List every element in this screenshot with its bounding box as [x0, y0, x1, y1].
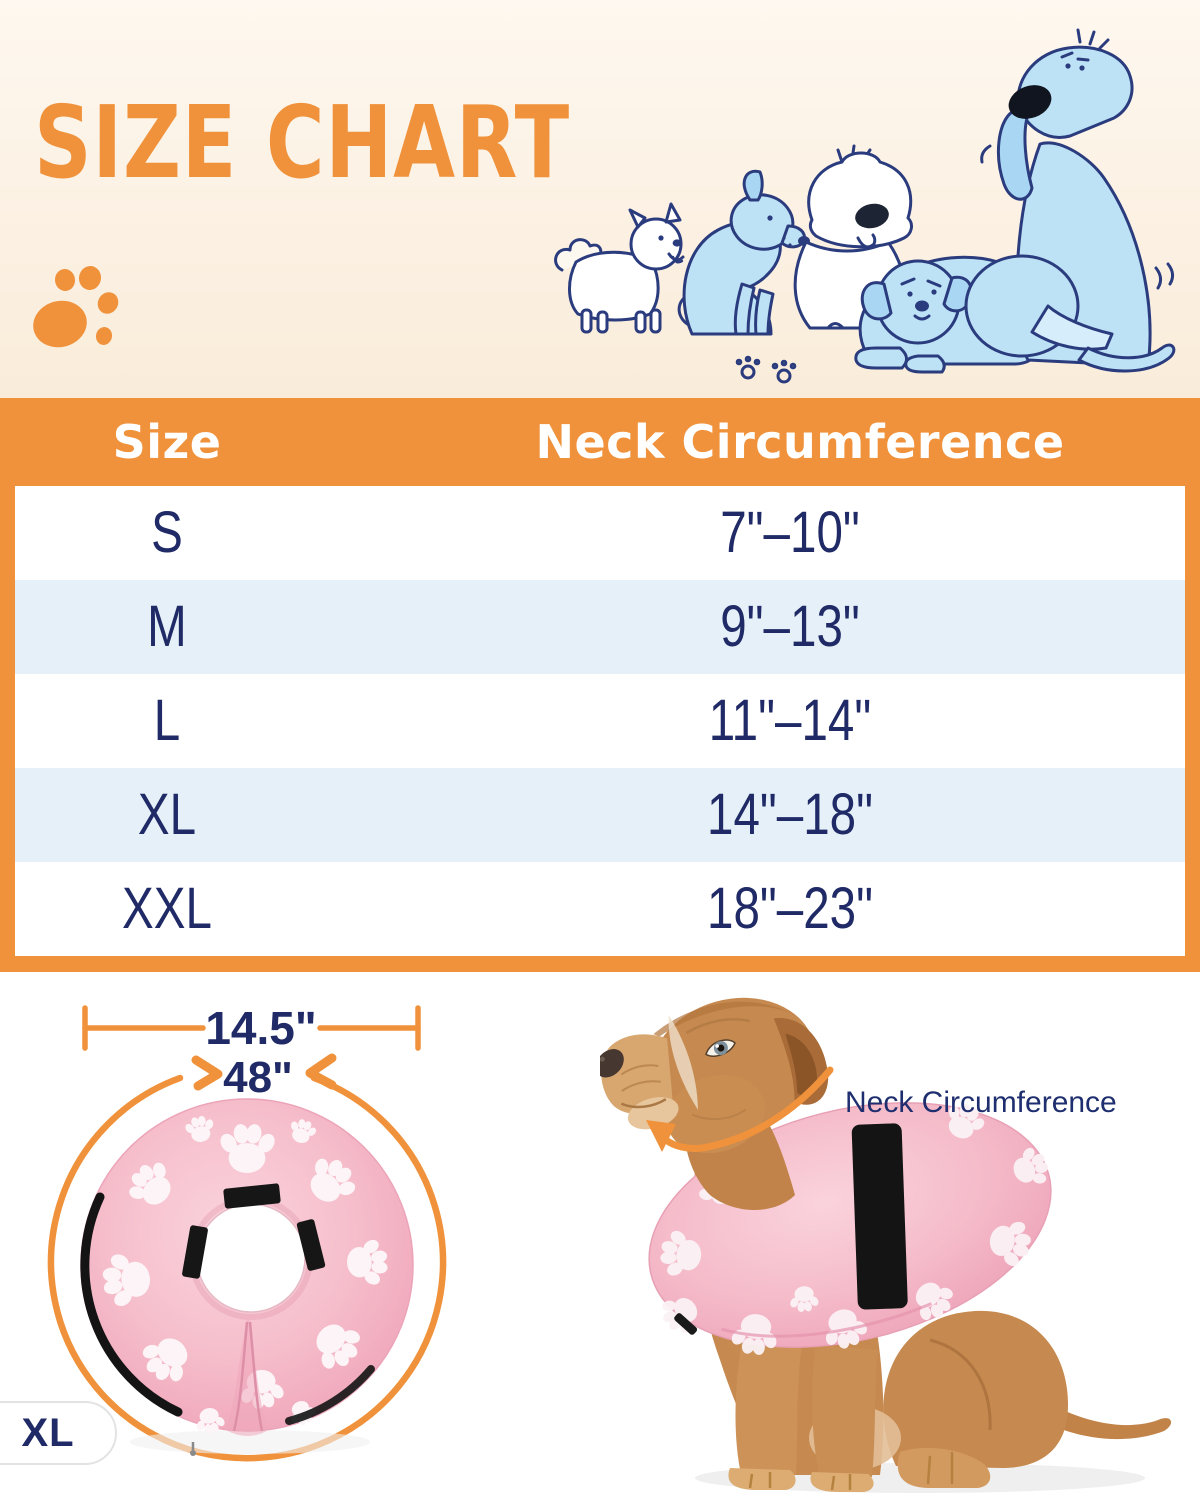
page-title: SIZE CHART — [34, 84, 571, 201]
worn-collar-strap — [851, 1123, 908, 1310]
collar-strap — [80, 1192, 183, 1417]
collar-product-image — [80, 1098, 414, 1456]
dog-eye — [705, 1039, 736, 1057]
neck-cell: 7"–10" — [720, 500, 860, 565]
table-row: M 9"–13" — [15, 580, 1185, 674]
dog-sitting-blue — [677, 169, 810, 336]
velcro-tabs — [182, 1183, 326, 1279]
girth-dimension-arc — [47, 1074, 447, 1462]
width-dimension-line — [82, 1005, 421, 1051]
paw-doodles — [735, 355, 797, 384]
dog-head — [600, 997, 829, 1154]
bottom-section: 14.5" 48" — [0, 972, 1200, 1500]
size-table: Size Neck Circumference S 7"–10" M 9"–13… — [0, 398, 1200, 972]
column-header-size: Size — [112, 415, 222, 469]
neck-cell: 9"–13" — [720, 594, 860, 659]
table-header: Size Neck Circumference — [0, 398, 1200, 486]
zipper-pull — [190, 1450, 196, 1456]
neck-cell: 11"–14" — [708, 688, 872, 753]
dog-photo — [600, 997, 1172, 1493]
neck-cell: 18"–23" — [706, 876, 874, 941]
table-row: XXL 18"–23" — [15, 862, 1185, 956]
table-row: L 11"–14" — [15, 674, 1185, 768]
size-badge: XL — [0, 1401, 117, 1465]
paw-icon — [33, 266, 119, 348]
width-dimension-label: 14.5" — [205, 1002, 316, 1054]
column-header-neck-circumference: Neck Circumference — [535, 415, 1065, 469]
neck-cell: 14"–18" — [706, 782, 874, 847]
size-cell: L — [153, 688, 181, 753]
girth-dimension-label: 48" — [223, 1053, 293, 1102]
size-badge-label: XL — [21, 1411, 74, 1455]
size-cell: XXL — [122, 876, 212, 941]
table-row: S 7"–10" — [15, 486, 1185, 580]
hero-section: SIZE CHART — [0, 0, 1200, 398]
dog-nose — [600, 1049, 624, 1078]
dog-small-white — [554, 202, 685, 334]
table-row: XL 14"–18" — [15, 768, 1185, 862]
dog-hound-blue — [964, 28, 1176, 373]
table-body: S 7"–10" M 9"–13" L 11"–14" XL 14"–18" X… — [15, 486, 1185, 956]
neck-measure-arrow — [646, 1066, 834, 1152]
size-cell: S — [151, 500, 183, 565]
collar-measurement-figure: 14.5" 48" — [0, 1002, 447, 1465]
size-cell: XL — [137, 782, 197, 847]
neck-circumference-annotation: Neck Circumference — [845, 1086, 1117, 1119]
dog-shaggy-white — [793, 144, 913, 330]
size-cell: M — [147, 594, 187, 659]
dogs-illustration — [554, 28, 1176, 384]
